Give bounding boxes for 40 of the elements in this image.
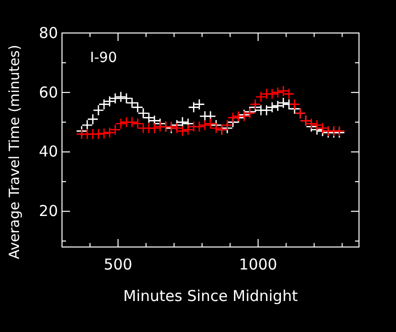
y-axis-title: Average Travel Time (minutes) [7,44,23,260]
annotation: I-90 [90,50,117,66]
point [126,116,138,128]
y-tick-label: 20 [38,202,58,220]
point [288,98,300,110]
point [266,102,278,113]
point [194,120,205,132]
point [82,119,93,131]
point [188,102,200,113]
point [272,86,284,98]
point [115,91,126,103]
point [110,92,121,104]
point [110,124,121,136]
point [260,104,272,116]
x-axis-title: Minutes Since Midnight [123,287,298,305]
x-tick-label: 500 [104,256,132,274]
point [255,91,267,103]
x-tick-label: 1000 [239,256,278,274]
point [92,104,104,116]
point [115,118,126,130]
point [98,98,110,110]
point [87,114,98,125]
point [194,98,205,110]
point [222,119,233,131]
point [227,112,239,124]
y-tick-label: 40 [38,142,58,161]
point [104,126,116,138]
point [92,128,104,140]
point [104,96,116,108]
point [148,122,160,134]
point [98,128,110,140]
point [176,116,188,128]
point [199,119,211,131]
y-tick-label: 80 [38,24,58,42]
point [278,97,289,108]
point [182,124,194,136]
point [266,88,278,100]
point [250,98,261,110]
point [272,100,284,112]
y-tick-label: 60 [38,83,58,102]
